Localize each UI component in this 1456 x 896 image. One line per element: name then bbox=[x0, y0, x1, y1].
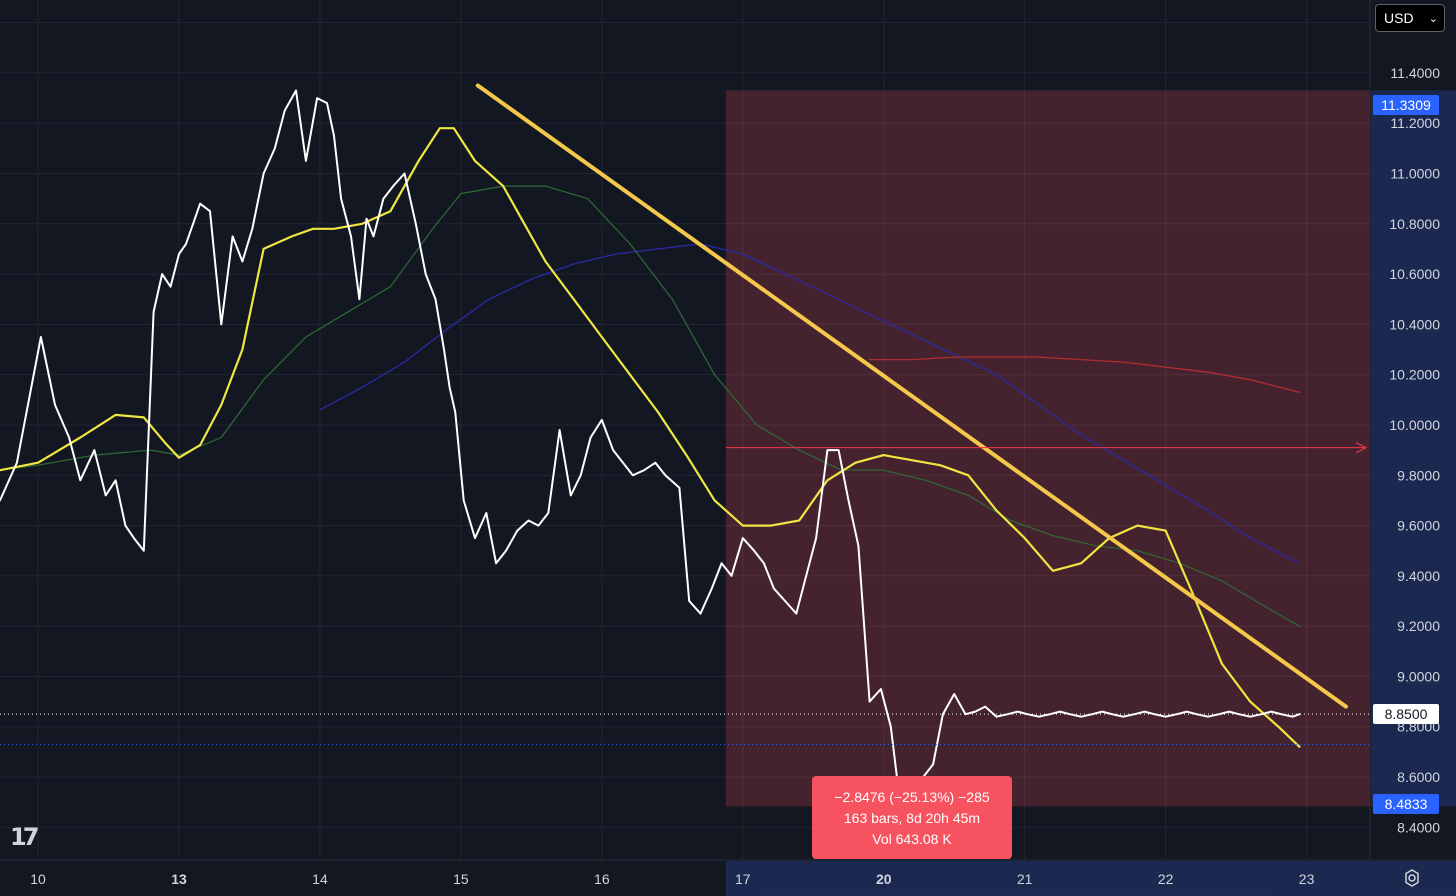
crosshair-arrow-icon bbox=[1355, 442, 1368, 454]
series-ma-blue bbox=[319, 243, 1301, 564]
price-tick-label: 8.6000 bbox=[1397, 769, 1440, 785]
current-price-tag: 8.8500 bbox=[1373, 704, 1439, 724]
time-tick-label: 23 bbox=[1299, 871, 1315, 887]
measure-region bbox=[725, 90, 1456, 807]
time-tick-label: 17 bbox=[735, 871, 751, 887]
time-tick-label: 22 bbox=[1158, 871, 1174, 887]
series-ma-fast bbox=[0, 127, 1301, 748]
gear-icon bbox=[1405, 869, 1419, 887]
price-tick-label: 8.4000 bbox=[1397, 819, 1440, 835]
price-tick-label: 9.0000 bbox=[1397, 668, 1440, 684]
price-tick-label: 10.4000 bbox=[1389, 316, 1440, 332]
time-tick-label: 14 bbox=[312, 871, 328, 887]
tradingview-logo: 17 bbox=[10, 823, 39, 851]
measure-change: −2.8476 (−25.13%) −285 bbox=[834, 788, 990, 805]
series-ma-red bbox=[868, 356, 1301, 393]
price-axis-measure-band bbox=[1371, 90, 1456, 807]
price-tick-label: 9.4000 bbox=[1397, 568, 1440, 584]
time-tick-label: 20 bbox=[876, 871, 892, 887]
price-tick-label: 9.8000 bbox=[1397, 467, 1440, 483]
price-tick-label: 10.0000 bbox=[1389, 417, 1440, 433]
measure-top-price-tag: 11.3309 bbox=[1373, 95, 1439, 115]
time-axis-measure-band bbox=[725, 861, 1456, 896]
price-tick-label: 9.6000 bbox=[1397, 518, 1440, 534]
currency-label: USD bbox=[1384, 10, 1414, 26]
chevron-down-icon: ⌄ bbox=[1428, 12, 1438, 25]
time-tick-label: 21 bbox=[1017, 871, 1033, 887]
currency-select[interactable]: USD ⌄ bbox=[1375, 4, 1445, 32]
measure-duration: 163 bars, 8d 20h 45m bbox=[843, 809, 981, 826]
price-tick-label: 11.4000 bbox=[1390, 65, 1440, 81]
price-tick-label: 10.8000 bbox=[1389, 216, 1440, 232]
settings-button[interactable] bbox=[1400, 866, 1424, 890]
price-tick-label: 9.2000 bbox=[1397, 618, 1440, 634]
time-tick-label: 10 bbox=[30, 871, 46, 887]
measure-bottom-price-tag: 8.4833 bbox=[1373, 794, 1439, 814]
price-tick-label: 10.2000 bbox=[1389, 367, 1440, 383]
price-tick-label: 10.6000 bbox=[1389, 266, 1440, 282]
series-trendline bbox=[475, 83, 1348, 709]
time-tick-label: 16 bbox=[594, 871, 610, 887]
time-tick-label: 13 bbox=[171, 871, 187, 887]
series-ma-green bbox=[0, 185, 1301, 627]
time-tick-label: 15 bbox=[453, 871, 469, 887]
measure-volume: Vol 643.08 K bbox=[872, 830, 952, 847]
price-tick-label: 11.2000 bbox=[1390, 115, 1440, 131]
measure-info-box: −2.8476 (−25.13%) −285 163 bars, 8d 20h … bbox=[812, 776, 1012, 859]
price-tick-label: 11.0000 bbox=[1390, 166, 1440, 182]
series-price bbox=[0, 89, 1301, 809]
